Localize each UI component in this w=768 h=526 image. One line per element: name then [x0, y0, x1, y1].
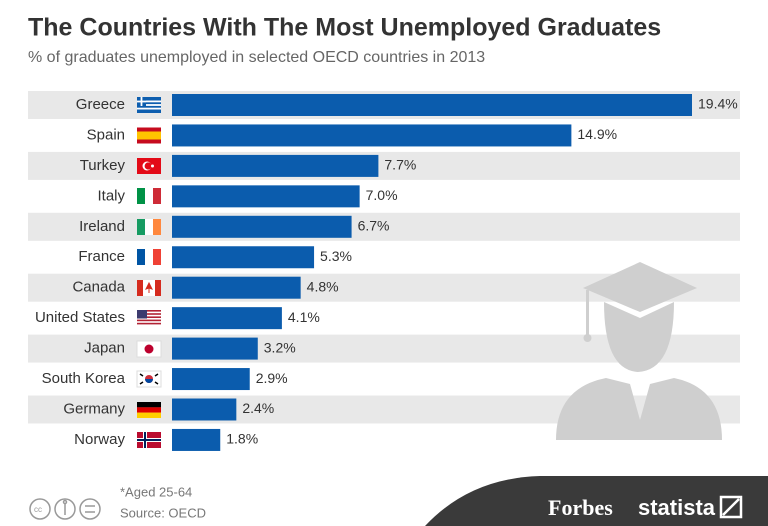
statista-logo [719, 495, 743, 519]
chart-subtitle: % of graduates unemployed in selected OE… [28, 49, 485, 66]
bar [172, 398, 237, 421]
bar [172, 428, 221, 451]
category-label: Japan [84, 340, 125, 357]
category-label: Ireland [79, 218, 125, 235]
bar [172, 94, 692, 116]
category-label: South Korea [42, 370, 126, 387]
value-label: 14.9% [577, 126, 617, 142]
category-label: Canada [72, 279, 125, 296]
category-label: United States [35, 309, 125, 326]
value-label: 7.0% [366, 187, 398, 203]
category-label: Greece [76, 96, 125, 113]
value-label: 6.7% [358, 218, 390, 234]
value-label: 1.8% [226, 431, 258, 447]
category-label: Germany [63, 400, 125, 417]
footnote: *Aged 25-64 [120, 484, 192, 499]
bar [172, 215, 352, 238]
value-label: 4.8% [307, 278, 339, 294]
bar [172, 154, 379, 177]
chart-title: The Countries With The Most Unemployed G… [28, 14, 661, 42]
license-icons [29, 498, 101, 520]
category-label: France [78, 248, 125, 265]
brand-band [425, 476, 768, 526]
value-label: 5.3% [320, 248, 352, 264]
brand-forbes: Forbes [548, 495, 613, 520]
bar [172, 276, 301, 299]
category-label: Turkey [80, 157, 126, 174]
bar [172, 124, 572, 147]
source: Source: OECD [120, 505, 206, 520]
value-label: 7.7% [384, 157, 416, 173]
value-label: 4.1% [288, 309, 320, 325]
graduate-icon [556, 262, 722, 440]
category-label: Norway [74, 431, 125, 448]
bar [172, 246, 315, 269]
bar [172, 337, 258, 360]
category-label: Spain [87, 126, 125, 143]
cc-icon-text: cc [34, 505, 42, 514]
category-label: Italy [97, 187, 125, 204]
value-label: 3.2% [264, 339, 296, 355]
bar [172, 368, 250, 391]
value-label: 2.9% [256, 370, 288, 386]
bar [172, 185, 360, 208]
flags [136, 97, 162, 448]
value-label: 2.4% [242, 400, 274, 416]
value-label: 19.4% [698, 96, 738, 112]
bar [172, 307, 282, 330]
brand-statista: statista [638, 495, 716, 520]
